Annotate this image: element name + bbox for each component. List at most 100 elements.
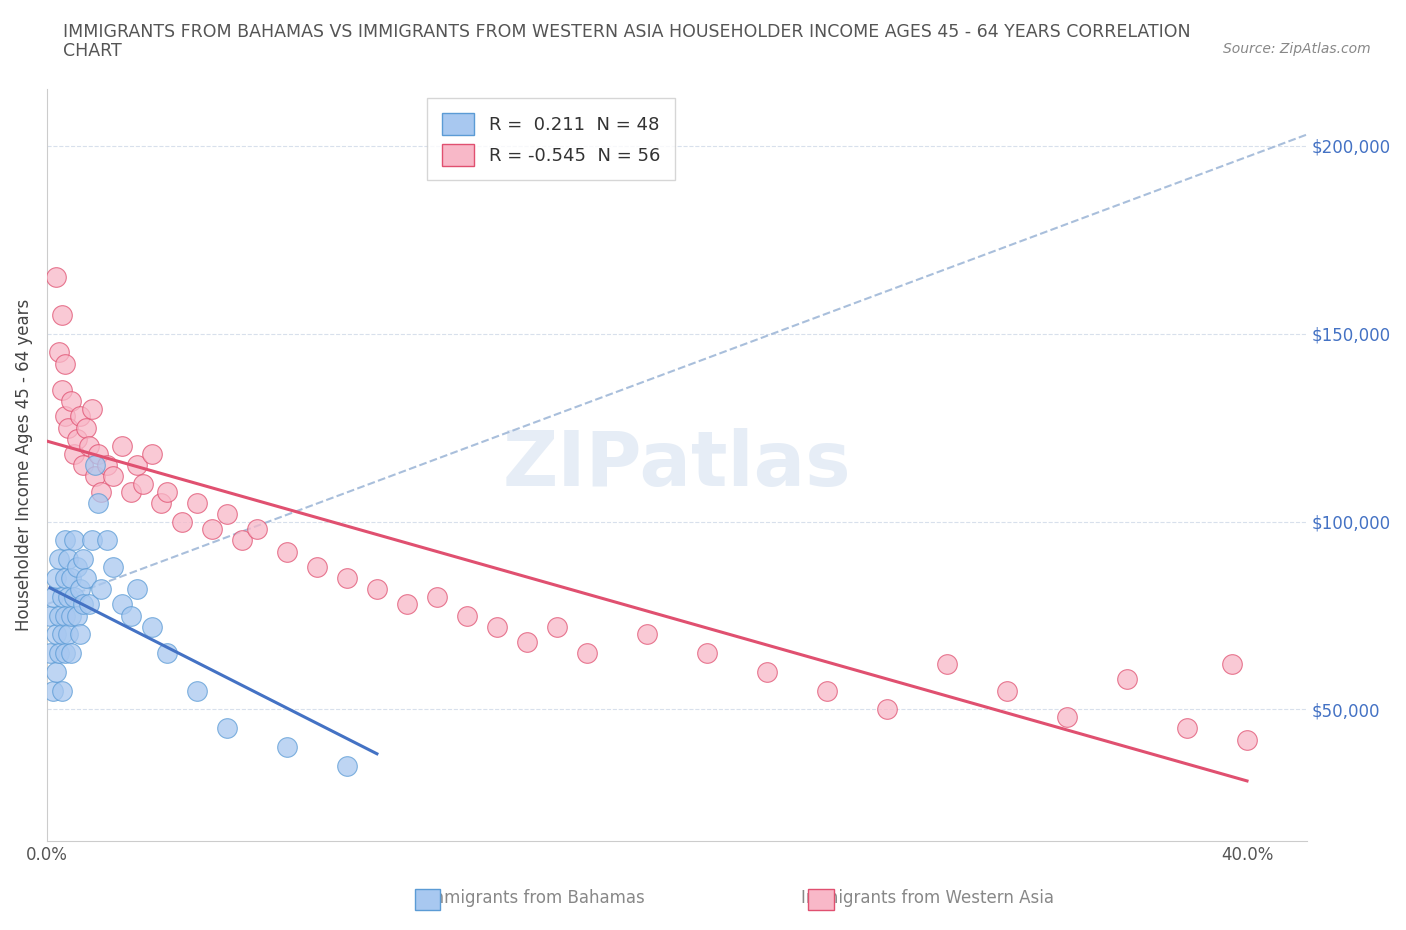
Point — [56, 551, 79, 566]
Point — [1116, 672, 1139, 687]
Point — [101, 559, 124, 574]
Point — [96, 458, 118, 472]
Point — [66, 432, 89, 446]
Point — [59, 645, 82, 660]
Point — [83, 469, 105, 484]
Point — [636, 627, 658, 642]
Point — [53, 533, 76, 548]
Point — [53, 645, 76, 660]
Point — [246, 522, 269, 537]
Point — [51, 684, 73, 698]
Point — [995, 684, 1018, 698]
Point — [45, 570, 67, 585]
Point — [1236, 732, 1258, 747]
Point — [141, 619, 163, 634]
Point — [276, 544, 298, 559]
Point — [80, 533, 103, 548]
Point — [456, 608, 478, 623]
Point — [90, 484, 112, 498]
Point — [38, 608, 60, 623]
Point — [56, 627, 79, 642]
Text: Source: ZipAtlas.com: Source: ZipAtlas.com — [1223, 42, 1371, 56]
Point — [132, 476, 155, 491]
Point — [53, 409, 76, 424]
Point — [63, 533, 86, 548]
Point — [546, 619, 568, 634]
Point — [69, 409, 91, 424]
Point — [45, 270, 67, 285]
Point — [215, 507, 238, 522]
Point — [186, 684, 208, 698]
Point — [53, 608, 76, 623]
Point — [101, 469, 124, 484]
Point — [69, 582, 91, 597]
Point — [156, 645, 179, 660]
Point — [876, 702, 898, 717]
Point — [53, 356, 76, 371]
Text: Immigrants from Bahamas: Immigrants from Bahamas — [423, 889, 645, 907]
Point — [111, 597, 134, 612]
Point — [72, 597, 94, 612]
Point — [42, 684, 65, 698]
Point — [63, 446, 86, 461]
Point — [426, 590, 449, 604]
Point — [485, 619, 508, 634]
Point — [66, 608, 89, 623]
Point — [51, 382, 73, 397]
Point — [305, 559, 328, 574]
Point — [395, 597, 418, 612]
Point — [149, 496, 172, 511]
Point — [125, 458, 148, 472]
Point — [156, 484, 179, 498]
Point — [87, 446, 110, 461]
Point — [59, 570, 82, 585]
Point — [59, 608, 82, 623]
Point — [366, 582, 388, 597]
Point — [63, 590, 86, 604]
Point — [56, 420, 79, 435]
Point — [42, 590, 65, 604]
Point — [120, 608, 142, 623]
Point — [77, 597, 100, 612]
Point — [69, 627, 91, 642]
Point — [66, 559, 89, 574]
Point — [170, 514, 193, 529]
Point — [815, 684, 838, 698]
Point — [336, 758, 359, 773]
Y-axis label: Householder Income Ages 45 - 64 years: Householder Income Ages 45 - 64 years — [15, 299, 32, 631]
Point — [125, 582, 148, 597]
Text: CHART: CHART — [63, 42, 122, 60]
Point — [111, 439, 134, 454]
Text: ZIPatlas: ZIPatlas — [502, 428, 851, 502]
Point — [575, 645, 598, 660]
Point — [516, 634, 538, 649]
Point — [215, 721, 238, 736]
Point — [87, 496, 110, 511]
Point — [72, 551, 94, 566]
Text: Immigrants from Western Asia: Immigrants from Western Asia — [801, 889, 1054, 907]
Legend: R =  0.211  N = 48, R = -0.545  N = 56: R = 0.211 N = 48, R = -0.545 N = 56 — [427, 99, 675, 180]
Point — [755, 664, 778, 679]
Point — [48, 608, 70, 623]
Point — [120, 484, 142, 498]
Point — [51, 308, 73, 323]
Point — [936, 657, 959, 671]
Point — [48, 551, 70, 566]
Point — [51, 590, 73, 604]
Text: IMMIGRANTS FROM BAHAMAS VS IMMIGRANTS FROM WESTERN ASIA HOUSEHOLDER INCOME AGES : IMMIGRANTS FROM BAHAMAS VS IMMIGRANTS FR… — [63, 23, 1191, 41]
Point — [1056, 710, 1078, 724]
Point — [186, 496, 208, 511]
Point — [80, 402, 103, 417]
Point — [77, 439, 100, 454]
Point — [231, 533, 253, 548]
Point — [96, 533, 118, 548]
Point — [45, 627, 67, 642]
Point — [1175, 721, 1198, 736]
Point — [276, 739, 298, 754]
Point — [201, 522, 224, 537]
Point — [72, 458, 94, 472]
Point — [59, 394, 82, 409]
Point — [75, 570, 97, 585]
Point — [48, 645, 70, 660]
Point — [51, 627, 73, 642]
